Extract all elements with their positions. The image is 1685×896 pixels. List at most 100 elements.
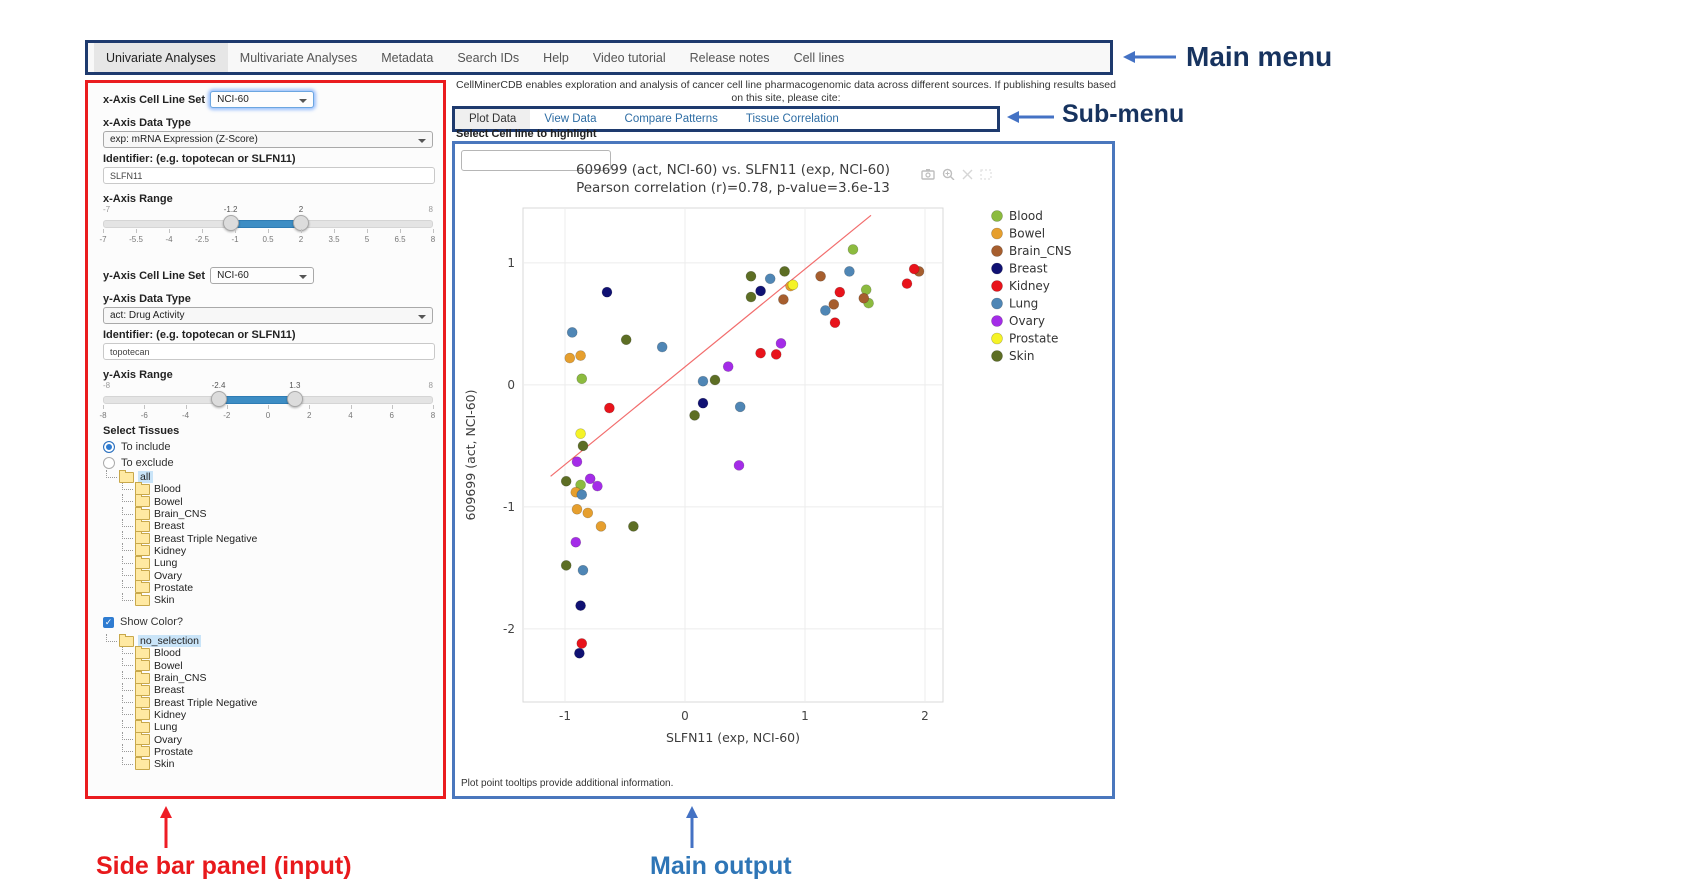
data-point-breast[interactable] xyxy=(574,647,585,659)
legend-label-skin[interactable]: Skin xyxy=(1009,349,1035,363)
menu-item-univariate-analyses[interactable]: Univariate Analyses xyxy=(94,43,228,72)
tree-item-kidney[interactable]: Kidney xyxy=(122,707,257,721)
legend-label-ovary[interactable]: Ovary xyxy=(1009,314,1045,328)
y-identifier-input[interactable] xyxy=(103,343,435,360)
menu-item-help[interactable]: Help xyxy=(543,50,569,65)
menu-item-search-ids[interactable]: Search IDs xyxy=(457,50,520,65)
data-point-lung[interactable] xyxy=(820,305,831,316)
legend-label-breast[interactable]: Breast xyxy=(1009,262,1048,276)
data-point-skin[interactable] xyxy=(779,266,790,277)
data-point-ovary[interactable] xyxy=(571,456,583,468)
legend-label-lung[interactable]: Lung xyxy=(1009,297,1038,311)
legend-label-brain_cns[interactable]: Brain_CNS xyxy=(1009,244,1071,258)
data-point-ovary[interactable] xyxy=(584,473,596,485)
tree-item-skin[interactable]: Skin xyxy=(122,756,257,770)
subtab-view-data[interactable]: View Data xyxy=(544,113,597,125)
data-point-brain_cns[interactable] xyxy=(858,292,870,304)
data-point-bowel[interactable] xyxy=(571,503,583,515)
show-color-checkbox[interactable]: ✓ xyxy=(103,616,114,628)
tree-item-lung[interactable]: Lung xyxy=(122,719,257,733)
data-point-skin[interactable] xyxy=(560,560,572,571)
data-point-breast[interactable] xyxy=(575,600,586,611)
legend-marker-ovary[interactable] xyxy=(991,315,1003,327)
tree-item-bowel[interactable]: Bowel xyxy=(122,494,257,508)
tree-item-breast[interactable]: Breast xyxy=(122,682,257,696)
data-point-lung[interactable] xyxy=(577,564,589,576)
data-point-lung[interactable] xyxy=(734,401,746,413)
legend-label-bowel[interactable]: Bowel xyxy=(1009,227,1045,241)
data-point-skin[interactable] xyxy=(560,475,572,487)
legend-marker-prostate[interactable] xyxy=(991,332,1003,345)
data-point-lung[interactable] xyxy=(566,327,578,338)
y-range-slider[interactable]: -8 8 -2.4 1.3 -8 -6 -4 -2 0 2 4 6 8 xyxy=(99,381,436,420)
tree-item-ovary[interactable]: Ovary xyxy=(122,568,257,582)
data-point-skin[interactable] xyxy=(620,334,632,346)
tree-item-brain-cns[interactable]: Brain_CNS xyxy=(122,670,257,684)
data-point-kidney[interactable] xyxy=(908,263,920,275)
data-point-lung[interactable] xyxy=(764,273,776,285)
menu-item-metadata[interactable]: Metadata xyxy=(381,50,434,65)
legend-marker-brain_cns[interactable] xyxy=(991,245,1003,257)
data-point-breast[interactable] xyxy=(755,285,766,297)
data-point-skin[interactable] xyxy=(628,521,639,532)
x-cell-line-set-select[interactable]: NCI-60 xyxy=(210,91,315,108)
data-point-lung[interactable] xyxy=(656,341,668,353)
data-point-ovary[interactable] xyxy=(722,361,734,372)
data-point-ovary[interactable] xyxy=(570,536,582,548)
slider-handle-to[interactable] xyxy=(286,391,303,407)
data-point-prostate[interactable] xyxy=(787,279,799,291)
slider-handle-from[interactable] xyxy=(210,391,227,407)
data-point-breast[interactable] xyxy=(697,397,709,409)
data-point-kidney[interactable] xyxy=(901,278,913,289)
cell-line-highlight-input[interactable] xyxy=(461,150,611,171)
data-point-ovary[interactable] xyxy=(733,460,745,471)
legend-label-prostate[interactable]: Prostate xyxy=(1009,332,1058,346)
radio-icon[interactable] xyxy=(103,457,115,469)
data-point-kidney[interactable] xyxy=(829,317,841,328)
legend-marker-blood[interactable] xyxy=(991,210,1003,222)
y-data-type-select[interactable]: act: Drug Activity xyxy=(103,307,433,324)
tree-item-kidney[interactable]: Kidney xyxy=(122,543,257,557)
tree-item-blood[interactable]: Blood xyxy=(122,645,257,659)
tree-item-blood[interactable]: Blood xyxy=(122,481,257,495)
menu-item-video-tutorial[interactable]: Video tutorial xyxy=(592,50,666,65)
radio-icon[interactable] xyxy=(103,441,115,453)
tree-item-ovary[interactable]: Ovary xyxy=(122,732,257,746)
data-point-bowel[interactable] xyxy=(575,350,586,361)
legend-marker-skin[interactable] xyxy=(991,350,1003,362)
data-point-skin[interactable] xyxy=(745,291,757,303)
data-point-skin[interactable] xyxy=(577,440,589,452)
tree-item-prostate[interactable]: Prostate xyxy=(122,580,257,594)
menu-item-cell-lines[interactable]: Cell lines xyxy=(793,50,845,65)
tree-item-breast-triple-negative[interactable]: Breast Triple Negative xyxy=(122,531,257,545)
data-point-kidney[interactable] xyxy=(834,286,846,298)
data-point-lung[interactable] xyxy=(576,489,588,500)
data-point-lung[interactable] xyxy=(697,375,709,387)
tree-item-lung[interactable]: Lung xyxy=(122,555,257,569)
subtab-tissue-correlation[interactable]: Tissue Correlation xyxy=(745,113,839,125)
tree-item-skin[interactable]: Skin xyxy=(122,592,257,606)
data-point-blood[interactable] xyxy=(847,244,859,255)
tree-item-brain-cns[interactable]: Brain_CNS xyxy=(122,506,257,520)
legend-label-blood[interactable]: Blood xyxy=(1009,209,1043,223)
pan-icon[interactable] xyxy=(980,168,992,180)
y-cell-line-set-select[interactable]: NCI-60 xyxy=(210,267,315,284)
data-point-kidney[interactable] xyxy=(604,402,615,414)
data-point-kidney[interactable] xyxy=(770,349,782,360)
data-point-prostate[interactable] xyxy=(575,428,586,439)
legend-marker-lung[interactable] xyxy=(991,297,1003,310)
zoom-icon[interactable] xyxy=(942,168,955,180)
tree-item-breast[interactable]: Breast xyxy=(122,518,257,532)
data-point-bowel[interactable] xyxy=(564,352,576,364)
x-data-type-select[interactable]: exp: mRNA Expression (Z-Score) xyxy=(103,131,433,148)
data-point-kidney[interactable] xyxy=(576,638,588,649)
slider-selected-range[interactable] xyxy=(218,396,297,404)
data-point-lung[interactable] xyxy=(844,266,855,277)
camera-icon[interactable] xyxy=(921,168,935,180)
data-point-skin[interactable] xyxy=(689,410,700,421)
x-range-slider[interactable]: -7 8 -1.2 2 -7 -5.5 -4 -2.5 -1 0.5 2 3.5 5 6.5 8 xyxy=(99,205,436,244)
slider-handle-from[interactable] xyxy=(222,215,239,231)
data-point-bowel[interactable] xyxy=(582,507,594,519)
data-point-breast[interactable] xyxy=(601,286,613,298)
subtab-plot-data[interactable]: Plot Data xyxy=(455,109,531,129)
